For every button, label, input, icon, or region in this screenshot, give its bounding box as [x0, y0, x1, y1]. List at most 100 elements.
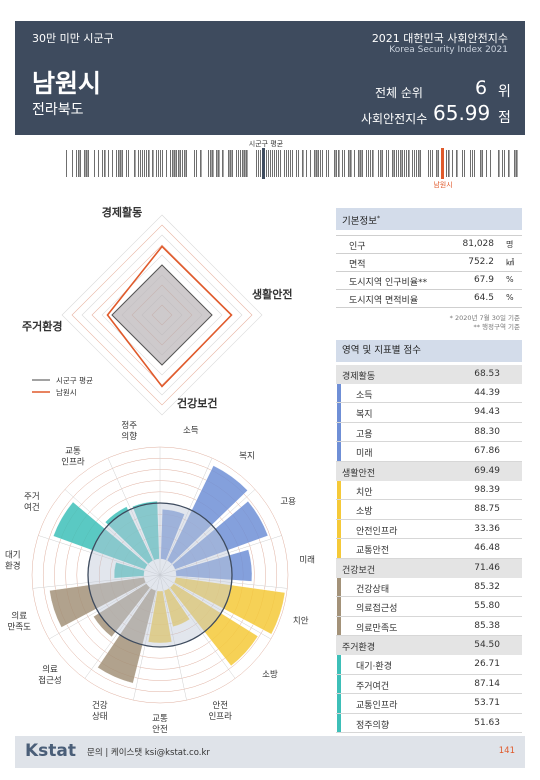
rank-strip-bar	[152, 150, 154, 177]
rank-strip-bar	[108, 150, 109, 177]
polar-category-label: 건강 상태	[92, 700, 108, 722]
rank-strip-bar	[358, 150, 360, 177]
rank-strip-bar	[296, 150, 297, 177]
polar-category-label: 복지	[239, 451, 255, 461]
score-value: 65.99	[433, 101, 491, 125]
rank-strip-bar	[490, 150, 491, 177]
polar-bar	[160, 509, 185, 561]
rank-strip-bar	[274, 150, 275, 177]
rank-strip-bar	[432, 150, 433, 177]
domain-color-bar	[337, 577, 341, 597]
rank-strip-bar	[394, 150, 395, 177]
indicator-label: 소득	[356, 390, 373, 401]
polar-grid-spoke	[49, 574, 161, 640]
domain-color-bar	[337, 500, 341, 519]
rank-strip-bar	[170, 150, 171, 177]
rank-strip-bar	[508, 150, 510, 177]
rank-unit: 위	[498, 84, 511, 100]
radar-axis-label-economy: 경제활동	[102, 205, 142, 219]
polar-category-label: 미래	[299, 556, 315, 566]
polar-bar	[173, 576, 286, 635]
indicator-score-row: 미래 67.86	[336, 442, 522, 462]
rank-strip-bar	[240, 150, 241, 177]
average-marker	[262, 148, 265, 179]
rank-strip-bar	[348, 150, 350, 177]
rank-strip-bar	[322, 150, 323, 177]
rank-strip-bar	[446, 150, 447, 177]
radar-axis-label-housing: 주거환경	[22, 319, 62, 333]
basic-info-unit: ㎢	[506, 258, 514, 267]
polar-grid-spoke	[159, 457, 213, 576]
rank-value: 6	[475, 77, 488, 99]
indicator-score-row: 고용 88.30	[336, 422, 522, 443]
rank-strip-bar	[212, 150, 214, 177]
rank-strip-bar	[286, 150, 287, 177]
domain-score-row: 건강보건 71.46	[336, 558, 522, 578]
rank-strip-bar	[148, 150, 150, 177]
basic-info-value: 67.9	[473, 275, 494, 285]
region-marker	[441, 148, 444, 179]
polar-grid-spoke	[159, 489, 256, 576]
rank-strip-bar	[464, 150, 465, 177]
polar-category-label: 치안	[293, 616, 309, 627]
rank-strip-bar	[166, 150, 167, 177]
rank-strip-bar	[408, 150, 410, 177]
rank-strip-bar	[366, 150, 367, 177]
indicator-label: 교통안전	[356, 546, 390, 557]
indicator-score: 33.36	[474, 523, 500, 534]
rank-strip-bar	[138, 150, 139, 177]
rank-strip-bar	[196, 150, 197, 177]
score-table-title: 영역 및 지표별 점수	[336, 340, 522, 362]
indicator-label: 주거여건	[356, 681, 390, 692]
polar-category-label: 대기 환경	[5, 551, 21, 572]
polar-grid-spoke	[38, 535, 161, 576]
rank-strip-bar	[362, 150, 363, 177]
indicator-score-row: 복지 94.43	[336, 403, 522, 423]
rank-strip-bar	[452, 150, 453, 177]
rank-strip-bar	[118, 150, 120, 177]
radar-grid-ring	[71, 224, 253, 406]
rank-strip-bar	[230, 150, 232, 177]
rank-strip-bar	[378, 150, 379, 177]
region-category: 30만 미만 시군구	[32, 32, 114, 45]
polar-category-label: 의료 접근성	[38, 664, 61, 686]
rank-strip-bar	[84, 150, 86, 177]
indicator-score-row: 대기·환경 26.71	[336, 654, 522, 675]
province-name: 전라북도	[32, 102, 84, 118]
rank-strip-bar	[298, 150, 299, 177]
indicator-score-row: 의료만족도 85.38	[336, 616, 522, 637]
domain-score: 68.53	[474, 369, 500, 379]
indicator-score-row: 의료접근성 55.80	[336, 597, 522, 617]
basic-info-note: * 2020년 7월 30일 기준 ** 행정구역 기준	[449, 314, 520, 331]
rank-strip-bar	[504, 150, 505, 177]
region-marker-label: 남원시	[433, 180, 452, 189]
polar-category-label: 소득	[183, 426, 199, 436]
domain-color-bar	[337, 674, 341, 694]
page-number: 141	[498, 746, 515, 756]
rank-strip-bar	[242, 150, 244, 177]
legend-average-label: 시군구 평균	[56, 375, 93, 385]
rank-strip-bar	[278, 150, 279, 177]
indicator-score: 53.71	[474, 698, 500, 709]
radar-chart: 경제활동 생활안전 건강보건 주거환경 시군구 평균 남원시	[22, 205, 292, 416]
basic-info-label: 인구	[349, 242, 366, 252]
radar-region-polygon	[106, 245, 233, 388]
polar-average-circle	[87, 502, 233, 648]
rank-strip-bar	[430, 150, 431, 177]
polar-category-label: 교통 안전	[152, 714, 168, 735]
rank-strip-bar	[372, 150, 374, 177]
rank-strip-bar	[386, 150, 387, 177]
rank-strip-bar	[474, 150, 475, 177]
indicator-score: 26.71	[474, 658, 500, 669]
domain-color-bar	[337, 713, 341, 733]
rank-strip-bar	[140, 150, 141, 177]
polar-grid-spoke	[64, 489, 161, 576]
rank-strip-bar	[146, 150, 147, 177]
radar-axis-label-health: 건강보건	[177, 396, 217, 410]
polar-bar	[147, 590, 173, 644]
indicator-score-row: 정주의향 51.63	[336, 713, 522, 734]
polar-bar	[104, 506, 154, 565]
rank-strip-bar	[416, 150, 417, 177]
score-unit: 점	[498, 110, 511, 126]
basic-info-row: 인구 81,028 명	[336, 236, 522, 254]
